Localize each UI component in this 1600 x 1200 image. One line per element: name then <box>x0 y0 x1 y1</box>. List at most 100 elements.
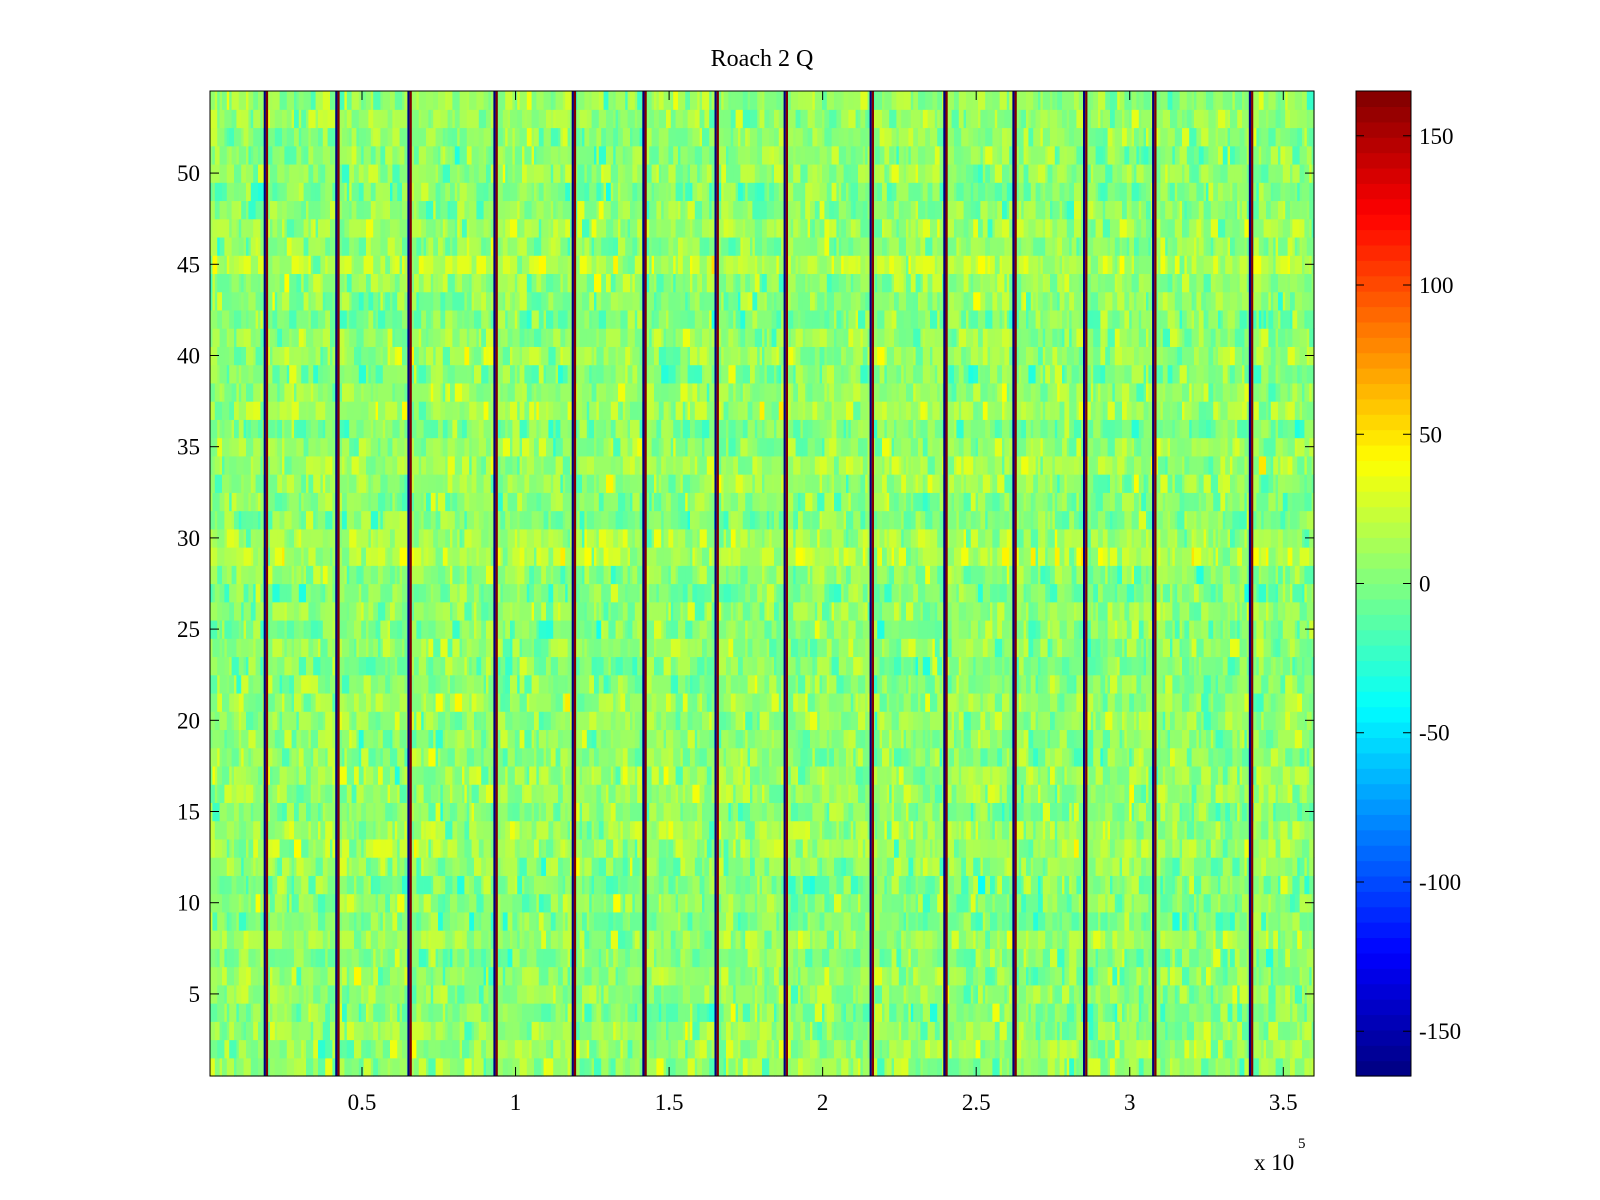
heatmap-cell <box>565 911 569 931</box>
heatmap-cell <box>428 729 432 749</box>
heatmap-cell <box>711 692 715 712</box>
heatmap-cell <box>649 857 657 876</box>
heatmap-cell <box>1186 911 1190 931</box>
heatmap-cell <box>514 1003 518 1022</box>
heatmap-cell <box>1225 802 1231 822</box>
heatmap-cell <box>1110 984 1118 1004</box>
heatmap-cell <box>990 765 993 785</box>
heatmap-cell <box>1244 1039 1248 1059</box>
heatmap-cell <box>337 948 343 968</box>
heatmap-cell <box>740 1039 749 1059</box>
heatmap-cell <box>1167 1021 1173 1041</box>
heatmap-cell <box>270 765 273 785</box>
heatmap-cell <box>313 1039 319 1059</box>
heatmap-cell <box>1112 948 1116 968</box>
heatmap-cell <box>519 930 523 949</box>
heatmap-cell <box>303 948 312 968</box>
heatmap-cell <box>392 1021 401 1041</box>
heatmap-cell <box>658 820 667 840</box>
heatmap-cell <box>661 984 665 1004</box>
heatmap-cell <box>1280 838 1284 858</box>
heatmap-cell <box>486 1057 492 1077</box>
heatmap-cell <box>961 1021 967 1041</box>
heatmap-cell <box>622 802 631 822</box>
heatmap-cell <box>1110 838 1116 858</box>
heatmap-cell <box>1071 911 1080 931</box>
heatmap-cell <box>291 984 300 1004</box>
heatmap-cell <box>1244 1057 1250 1077</box>
heatmap-cell <box>930 729 933 749</box>
heatmap-cell <box>380 911 384 931</box>
heatmap-cell <box>418 1057 427 1077</box>
heatmap-cell <box>589 893 593 913</box>
heatmap-cell <box>704 930 713 949</box>
heatmap-cell <box>834 857 842 876</box>
heatmap-cell <box>975 820 979 840</box>
heatmap-cell <box>1105 1039 1109 1059</box>
heatmap-cell <box>702 893 705 913</box>
heatmap-cell <box>1270 875 1279 895</box>
heatmap-cell <box>423 1039 429 1059</box>
heatmap-cell <box>1028 765 1034 785</box>
heatmap-cell <box>313 948 317 968</box>
heatmap-cell <box>1194 930 1197 949</box>
heatmap-cell <box>802 1057 811 1077</box>
heatmap-cell <box>433 875 441 895</box>
heatmap-cell <box>968 875 974 895</box>
heatmap-cell <box>992 893 996 913</box>
heatmap-cell <box>1290 711 1298 731</box>
heatmap-cell <box>1026 893 1034 913</box>
heatmap-cell <box>320 802 324 822</box>
heatmap-cell <box>903 692 912 712</box>
heatmap-cell <box>212 930 221 949</box>
heatmap-cell <box>915 857 921 876</box>
heatmap-cell <box>757 930 765 949</box>
heatmap-cell <box>704 857 710 876</box>
heatmap-cell <box>526 711 535 731</box>
heatmap-cell <box>1203 893 1212 913</box>
heatmap-cell <box>1088 802 1097 822</box>
heatmap-cell <box>706 838 713 858</box>
heatmap-cell <box>217 911 225 931</box>
heatmap-cell <box>1172 930 1176 949</box>
heatmap-cell <box>694 966 703 986</box>
heatmap-cell <box>898 674 907 694</box>
heatmap-cell <box>1194 802 1200 822</box>
heatmap-cell <box>927 984 936 1004</box>
heatmap-cell <box>1114 893 1118 913</box>
heatmap-cell <box>567 820 571 840</box>
heatmap-cell <box>826 1003 835 1022</box>
heatmap-cell <box>939 911 945 931</box>
heatmap-cell <box>841 1039 847 1059</box>
heatmap-cell <box>435 966 444 986</box>
heatmap-cell <box>1148 948 1154 968</box>
heatmap-cell <box>930 747 936 767</box>
heatmap-cell <box>248 948 257 968</box>
heatmap-cell <box>980 711 986 731</box>
heatmap-cell <box>750 911 758 931</box>
heatmap-cell <box>1174 692 1183 712</box>
heatmap-cell <box>704 729 710 749</box>
heatmap-cell <box>826 857 835 876</box>
heatmap-cell <box>1227 930 1233 949</box>
heatmap-cell <box>610 802 617 822</box>
heatmap-cell <box>973 802 977 822</box>
heatmap-cell <box>730 1021 734 1041</box>
heatmap-cell <box>522 930 525 949</box>
heatmap-cell <box>1009 802 1013 822</box>
heatmap-cell <box>721 966 729 986</box>
heatmap-cell <box>1237 984 1241 1004</box>
heatmap-cell <box>517 984 523 1004</box>
heatmap-cell <box>243 875 247 895</box>
heatmap-cell <box>766 711 770 731</box>
heatmap-cell <box>1206 802 1209 822</box>
heatmap-cell <box>380 875 389 895</box>
heatmap-cell <box>637 948 643 968</box>
heatmap-cell <box>226 857 230 876</box>
heatmap-cell <box>1222 784 1229 803</box>
heatmap-cell <box>1035 820 1039 840</box>
heatmap-cell <box>884 820 888 840</box>
heatmap-cell <box>505 674 511 694</box>
heatmap-cell <box>963 692 969 712</box>
